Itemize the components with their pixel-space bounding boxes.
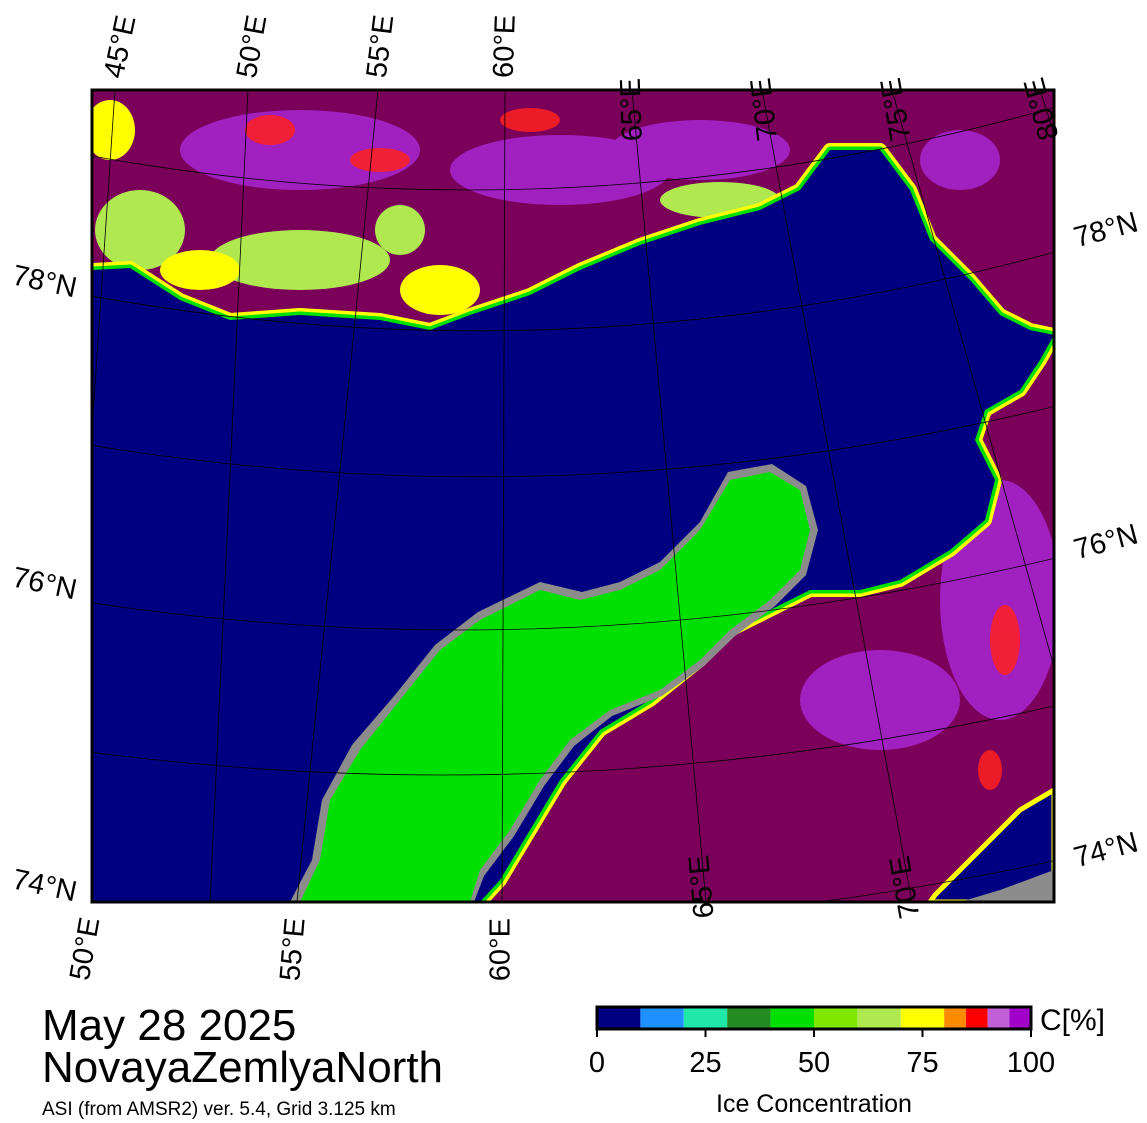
colorbar-swatch <box>683 1007 728 1029</box>
top-lon-label: 70°E <box>745 76 784 143</box>
colorbar-swatch <box>727 1007 771 1029</box>
colorbar-swatch <box>944 1007 966 1029</box>
left-lat-label: 74°N <box>10 864 80 909</box>
left-lat-label: 78°N <box>10 260 80 305</box>
ice-patches-red <box>245 108 1020 790</box>
colorbar-tick-label: 100 <box>1007 1047 1055 1079</box>
land <box>300 472 810 902</box>
colorbar-label: Ice Concentration <box>716 1090 912 1118</box>
map-area <box>92 90 1054 902</box>
ice-patches-yellow <box>92 100 480 315</box>
date-label: May 28 2025 <box>42 1001 296 1050</box>
colorbar-swatch <box>857 1007 901 1029</box>
colorbar-swatch <box>1009 1007 1031 1029</box>
open-water <box>92 150 1054 902</box>
colorbar: 0 25 50 75 100 <box>589 1005 1055 1079</box>
land-southeast <box>960 870 1054 902</box>
top-lon-label: 55°E <box>361 13 400 80</box>
top-lon-label: 60°E <box>488 14 522 78</box>
colorbar-tick-label: 75 <box>906 1047 938 1079</box>
colorbar-swatch <box>900 1007 945 1029</box>
colorbar-swatch <box>770 1007 814 1029</box>
left-lat-label: 76°N <box>10 562 80 607</box>
source-label: ASI (from AMSR2) ver. 5.4, Grid 3.125 km <box>42 1099 396 1120</box>
bottom-lon-label: 60°E <box>485 918 517 981</box>
top-lon-label: 65°E <box>615 77 649 141</box>
colorbar-swatch <box>965 1007 988 1029</box>
right-lat-label: 78°N <box>1071 206 1142 254</box>
bottom-lon-label: 50°E <box>64 915 106 983</box>
colorbar-unit: C[%] <box>1040 1004 1105 1037</box>
top-lon-label: 45°E <box>98 13 142 81</box>
open-water-southeast <box>926 787 1054 902</box>
axis-labels: 45°E 50°E 55°E 60°E65°E 70°E 75°E 80°E50°E 55°E… <box>10 13 1142 983</box>
colorbar-swatch <box>814 1007 858 1029</box>
colorbar-tick-label: 50 <box>798 1047 830 1079</box>
region-label: NovayaZemlyaNorth <box>42 1043 443 1092</box>
colorbar-swatch <box>597 1007 641 1029</box>
top-lon-label: 50°E <box>231 13 273 81</box>
colorbar-swatch <box>987 1007 1010 1029</box>
graticule <box>92 90 1054 902</box>
right-lat-label: 74°N <box>1071 826 1142 874</box>
colorbar-swatch <box>640 1007 684 1029</box>
ice-patches-green <box>95 182 780 290</box>
colorbar-tick-label: 25 <box>689 1047 721 1079</box>
map-frame <box>90 88 1056 904</box>
bottom-lon-label: 65°E <box>683 854 720 920</box>
colorbar-tick-label: 0 <box>589 1047 605 1079</box>
bottom-lon-label: 55°E <box>274 916 311 982</box>
right-lat-label: 76°N <box>1071 518 1142 566</box>
